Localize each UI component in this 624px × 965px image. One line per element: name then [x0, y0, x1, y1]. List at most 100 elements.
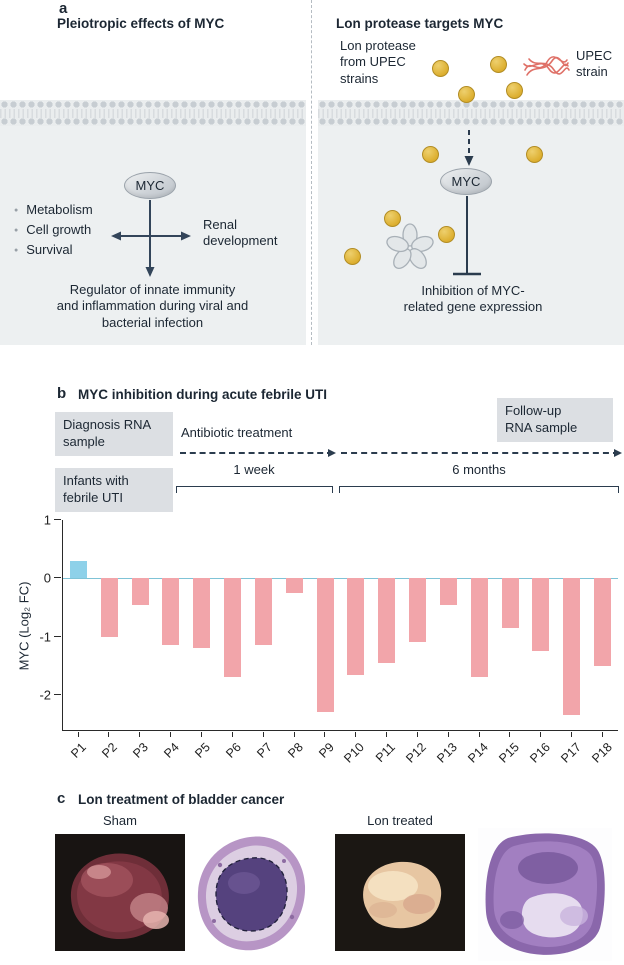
myc-effect-arrows-icon [111, 200, 191, 277]
lon-protease-icon [432, 60, 449, 77]
y-tick-mark [54, 519, 61, 520]
y-tick-mark [54, 694, 61, 695]
cell-interior-right [318, 100, 624, 345]
bar-P1 [69, 560, 87, 579]
bar-P15 [501, 578, 519, 628]
lon-treated-label: Lon treated [367, 813, 433, 828]
lon-protease-icon [384, 210, 401, 227]
x-tick-mark [355, 732, 357, 737]
bar-P12 [409, 578, 427, 643]
lon-protease-icon [438, 226, 455, 243]
bar-P11 [378, 578, 396, 663]
lon-protease-icon [490, 56, 507, 73]
x-tick-mark [293, 732, 295, 737]
upec-bacteria-icon [523, 56, 570, 76]
six-months-bracket [339, 486, 619, 493]
panel-a-label: a [59, 0, 68, 17]
lon-treated-histology-image [478, 828, 612, 961]
bar-P9 [316, 578, 334, 713]
x-tick-mark [509, 732, 511, 737]
bar-P7 [254, 578, 272, 646]
panel-a: a Pleiotropic effects of MYC MYC [0, 0, 624, 352]
x-tick-mark [540, 732, 542, 737]
panel-b-title: MYC inhibition during acute febrile UTI [78, 387, 327, 402]
x-tick-mark [478, 732, 480, 737]
bar-P8 [285, 578, 303, 593]
treatment-timeline-arrow-1 [180, 449, 336, 457]
panel-c-label: c [57, 790, 66, 807]
panel-b-label: b [57, 385, 67, 402]
lon-treated-histology-svg [478, 828, 612, 961]
lon-pathway-arrows-icon [453, 130, 481, 276]
myc-functions-list: Metabolism Cell growth Survival [14, 200, 93, 260]
panel-a-right-title: Lon protease targets MYC [336, 16, 504, 31]
sham-label: Sham [103, 813, 137, 828]
bar-P6 [224, 578, 242, 678]
x-tick-mark [447, 732, 449, 737]
antibiotic-treatment-label: Antibiotic treatment [181, 425, 293, 440]
x-tick-mark [170, 732, 172, 737]
panel-c-title: Lon treatment of bladder cancer [78, 792, 285, 807]
myc-label: MYC [135, 178, 165, 193]
x-tick-mark [108, 732, 110, 737]
list-item-cell-growth: Cell growth [14, 220, 93, 240]
sham-histology-svg [192, 831, 310, 956]
lon-protease-icon [458, 86, 475, 103]
one-week-bracket [176, 486, 333, 493]
diagnosis-rna-sample-box: Diagnosis RNA sample [55, 412, 173, 456]
bar-plot: 1 0 -1 -2 [39, 513, 618, 737]
myc-label: MYC [451, 174, 481, 189]
y-tick-label: -2 [39, 687, 51, 703]
panel-pleiotropic-effects: Pleiotropic effects of MYC MYC Metabolis… [0, 0, 306, 348]
lipid-bilayer-membrane-icon [318, 100, 624, 126]
y-tick-label: 1 [43, 512, 51, 528]
lon-protease-icon [422, 146, 439, 163]
bar-P16 [532, 578, 550, 652]
panel-divider [311, 0, 312, 345]
bar-P14 [470, 578, 488, 678]
list-item-metabolism: Metabolism [14, 200, 92, 220]
bar-P2 [100, 578, 118, 637]
lon-treated-bladder-photo [335, 834, 465, 951]
panel-a-left-title: Pleiotropic effects of MYC [57, 16, 225, 31]
bar-P13 [439, 578, 457, 605]
list-item-survival: Survival [14, 240, 93, 260]
six-months-label: 6 months [452, 462, 506, 477]
x-tick-mark [262, 732, 264, 737]
treatment-timeline-arrow-2 [341, 449, 622, 457]
x-tick-mark [77, 732, 79, 737]
upec-strain-label: UPEC strain [576, 48, 613, 80]
innate-immunity-text: Regulator of innate immunity and inflamm… [56, 282, 249, 330]
one-week-label: 1 week [233, 462, 275, 477]
bar-P10 [347, 578, 365, 675]
degraded-myc-icon [386, 223, 434, 269]
bar-P5 [193, 578, 211, 649]
renal-development-label: Renal development [203, 217, 278, 249]
y-tick-label: -1 [39, 629, 51, 645]
bar-P3 [131, 578, 149, 605]
zero-line [63, 578, 618, 580]
sham-bladder-image [55, 834, 185, 951]
sham-bladder-photo [55, 834, 185, 951]
lon-treated-bladder-image [335, 834, 465, 951]
bar-P18 [594, 578, 612, 666]
x-tick-mark [201, 732, 202, 737]
y-tick-label: 0 [43, 570, 51, 586]
x-tick-mark [601, 732, 603, 737]
follow-up-rna-sample-box: Follow-up RNA sample [497, 398, 613, 442]
lon-protease-source-label: Lon protease from UPEC strains [340, 38, 416, 86]
panel-lon-targets-myc: Lon protease targets MYC Lon protease fr… [318, 0, 624, 348]
x-tick-mark [570, 732, 572, 737]
infants-febrile-uti-box: Infants with febrile UTI [55, 468, 173, 512]
inhibition-text: Inhibition of MYC- related gene expressi… [403, 283, 543, 315]
x-tick-mark [231, 732, 233, 737]
myc-protein-icon: MYC [440, 168, 492, 195]
lon-protease-icon [526, 146, 543, 163]
x-tick-mark [139, 732, 141, 737]
panel-b: b MYC inhibition during acute febrile UT… [17, 385, 622, 766]
y-tick-mark [54, 635, 61, 637]
lon-protease-icon [506, 82, 523, 99]
bar-P17 [563, 578, 581, 716]
